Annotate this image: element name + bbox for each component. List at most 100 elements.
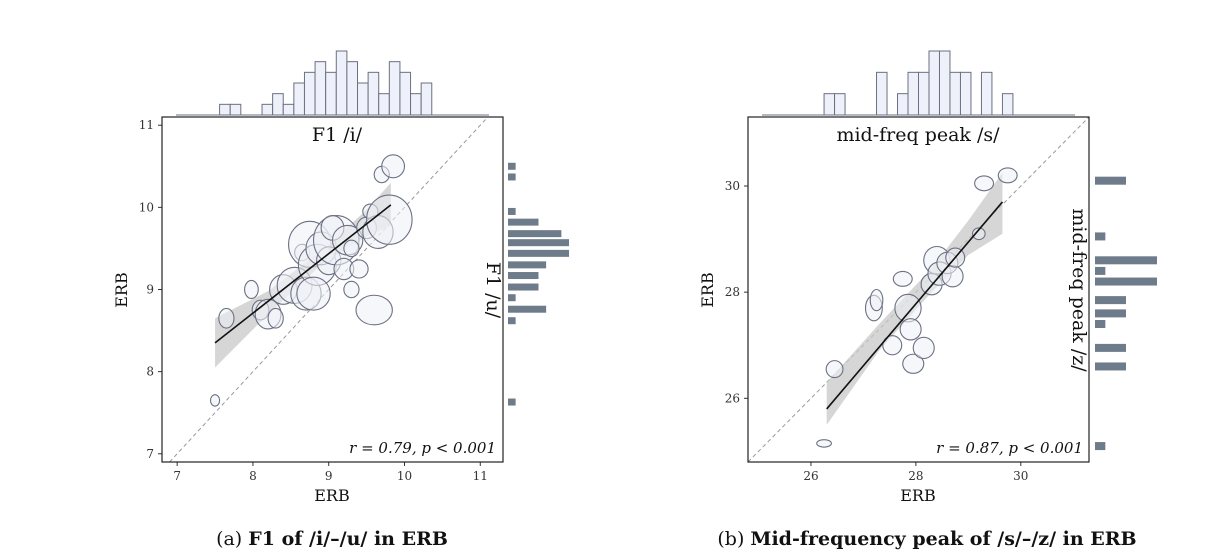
panel-a-right-hist-bar xyxy=(508,230,562,238)
panel-a-top-hist-bar xyxy=(314,61,327,116)
panel-b-top-hist-bar xyxy=(1001,93,1014,116)
panel-a-right-hist-bar xyxy=(508,398,516,406)
panel-b-top-hist-bar xyxy=(959,71,972,116)
caption-b-prefix: (b) xyxy=(717,528,745,550)
panel-a-top-hist-bar xyxy=(357,82,369,116)
panel-b-marks: 26 28 30 26 28 30 xyxy=(725,50,1157,483)
panel-b-right-hist-bar xyxy=(1095,320,1106,328)
caption-a: (a) F1 of /i/–/u/ in ERB xyxy=(200,528,464,550)
panel-b-y-tick-label: 28 xyxy=(725,285,740,299)
panel-b-top-hist-bar xyxy=(823,93,836,116)
panel-a-top-hist-bar xyxy=(346,61,359,116)
panel-b-point xyxy=(869,288,884,312)
panel-a-fit-line xyxy=(214,204,392,344)
panel-b-right-hist-bar xyxy=(1095,176,1126,185)
panel-a-point xyxy=(343,280,360,299)
panel-b-point xyxy=(971,227,986,241)
panel-b-point xyxy=(912,336,935,360)
panel-a-top-hist-bar xyxy=(367,71,380,116)
panel-b-x-tick-label: 28 xyxy=(908,469,923,483)
panel-b-right-hist-bar xyxy=(1095,343,1126,352)
panel-b-right-hist-bar xyxy=(1095,266,1106,275)
panel-a-point xyxy=(296,276,331,311)
panel-a-right-hist-bar xyxy=(508,173,516,181)
panel-b-point xyxy=(825,360,844,379)
panel-b-y-tick-label: 30 xyxy=(725,179,740,193)
panel-b-top-hist-bar xyxy=(980,71,993,116)
panel-a-x-tick-label: 9 xyxy=(325,469,333,483)
panel-a-right-hist-bar xyxy=(508,305,547,313)
panel-a-right-label: F1 /u/ xyxy=(482,262,504,319)
panel-b-point xyxy=(974,175,995,192)
panel-a-y-tick-label: 10 xyxy=(139,200,154,214)
panel-b-xlabel: ERB xyxy=(900,486,935,505)
panel-a-point xyxy=(366,194,413,245)
panel-a-top-hist-bar xyxy=(335,50,348,116)
panel-a-top-hist-bar xyxy=(272,93,284,116)
panel-a-point xyxy=(209,394,221,407)
panel-b-point xyxy=(882,335,903,356)
panel-a-x-tick-label: 10 xyxy=(397,469,412,483)
panel-a-top-hist-bar xyxy=(325,71,337,116)
panel-a-right-hist-bar xyxy=(508,162,516,170)
panel-b-point xyxy=(997,167,1018,184)
panel-a-top-hist-bar xyxy=(293,82,305,116)
panel-b-identity-line xyxy=(747,116,1090,463)
panel-a-marks: 7 8 9 10 11 7 8 9 10 11 xyxy=(139,50,569,483)
panel-a-y-tick-label: 9 xyxy=(146,283,154,297)
panel-a-point xyxy=(355,294,393,326)
panel-a-top-hist-bar xyxy=(410,93,422,116)
panel-b-right-label: mid-freq peak /z/ xyxy=(1068,208,1090,372)
panel-a-plot-frame xyxy=(161,116,504,463)
panel-b-fit-line xyxy=(826,201,1004,410)
panel-a-stat: r = 0.79, p < 0.001 xyxy=(349,439,496,457)
panel-b-top-hist-bar xyxy=(928,50,940,116)
panel-a-point xyxy=(381,154,406,179)
panel-a-point xyxy=(244,279,259,300)
panel-a-top-hist-bar xyxy=(399,71,412,116)
panel-b-top-hist-bar xyxy=(897,93,909,116)
panel-a-right-hist-bar xyxy=(508,218,539,226)
panel-b: 26 28 30 26 28 30 mid-freq peak /s/ r = 0.87,… xyxy=(698,50,1157,505)
panel-a-y-tick-label: 11 xyxy=(139,118,154,132)
panel-a-right-hist-bar xyxy=(508,261,547,269)
panel-b-point xyxy=(892,270,913,287)
caption-b: (b) Mid-frequency peak of /s/–/z/ in ERB xyxy=(712,528,1142,550)
panel-a-top-hist-bar xyxy=(219,103,231,116)
panel-a-xlabel: ERB xyxy=(314,486,349,505)
panel-a-top-hist-bar xyxy=(261,103,274,116)
panel-b-point xyxy=(902,353,925,374)
panel-a-right-hist-bar xyxy=(508,294,516,302)
panel-b-x-tick-label: 30 xyxy=(1013,469,1028,483)
panel-b-right-hist-bar xyxy=(1095,442,1106,451)
panel-b-stat: r = 0.87, p < 0.001 xyxy=(936,439,1083,457)
panel-a-right-hist-bar xyxy=(508,239,569,247)
panel-b-plot-frame xyxy=(747,116,1090,463)
panel-b-y-tick-label: 26 xyxy=(725,391,740,405)
panel-a-ylabel: ERB xyxy=(112,272,131,307)
panel-b-top-hist-bar xyxy=(938,50,951,116)
panel-a-top-hist-bar xyxy=(282,103,295,116)
panel-b-x-tick-label: 26 xyxy=(803,469,818,483)
panel-b-top-hist-bar xyxy=(918,71,930,116)
panel-b-right-hist-bar xyxy=(1095,277,1157,286)
caption-b-title: Mid-frequency peak of /s/–/z/ in ERB xyxy=(750,528,1137,550)
panel-a-point xyxy=(267,307,284,329)
panel-b-top-hist-bar xyxy=(876,71,888,116)
panel-a-point xyxy=(349,259,369,279)
panel-a-x-tick-label: 11 xyxy=(473,469,488,483)
panel-b-title: mid-freq peak /s/ xyxy=(836,124,1000,146)
caption-a-prefix: (a) xyxy=(216,528,243,550)
panel-b-right-hist-bar xyxy=(1095,256,1157,265)
panel-b-top-hist-bar xyxy=(949,71,961,116)
caption-a-title: F1 of /i/–/u/ in ERB xyxy=(248,528,448,550)
panel-b-point xyxy=(894,293,922,323)
panel-a-right-hist-bar xyxy=(508,249,569,257)
panel-a-x-tick-label: 8 xyxy=(249,469,257,483)
panel-a-x-tick-label: 7 xyxy=(173,469,181,483)
panel-a-y-tick-label: 7 xyxy=(146,447,154,461)
panel-a-point xyxy=(218,307,235,329)
panel-b-top-hist-bar xyxy=(834,93,846,116)
panel-b-right-hist-bar xyxy=(1095,309,1126,318)
